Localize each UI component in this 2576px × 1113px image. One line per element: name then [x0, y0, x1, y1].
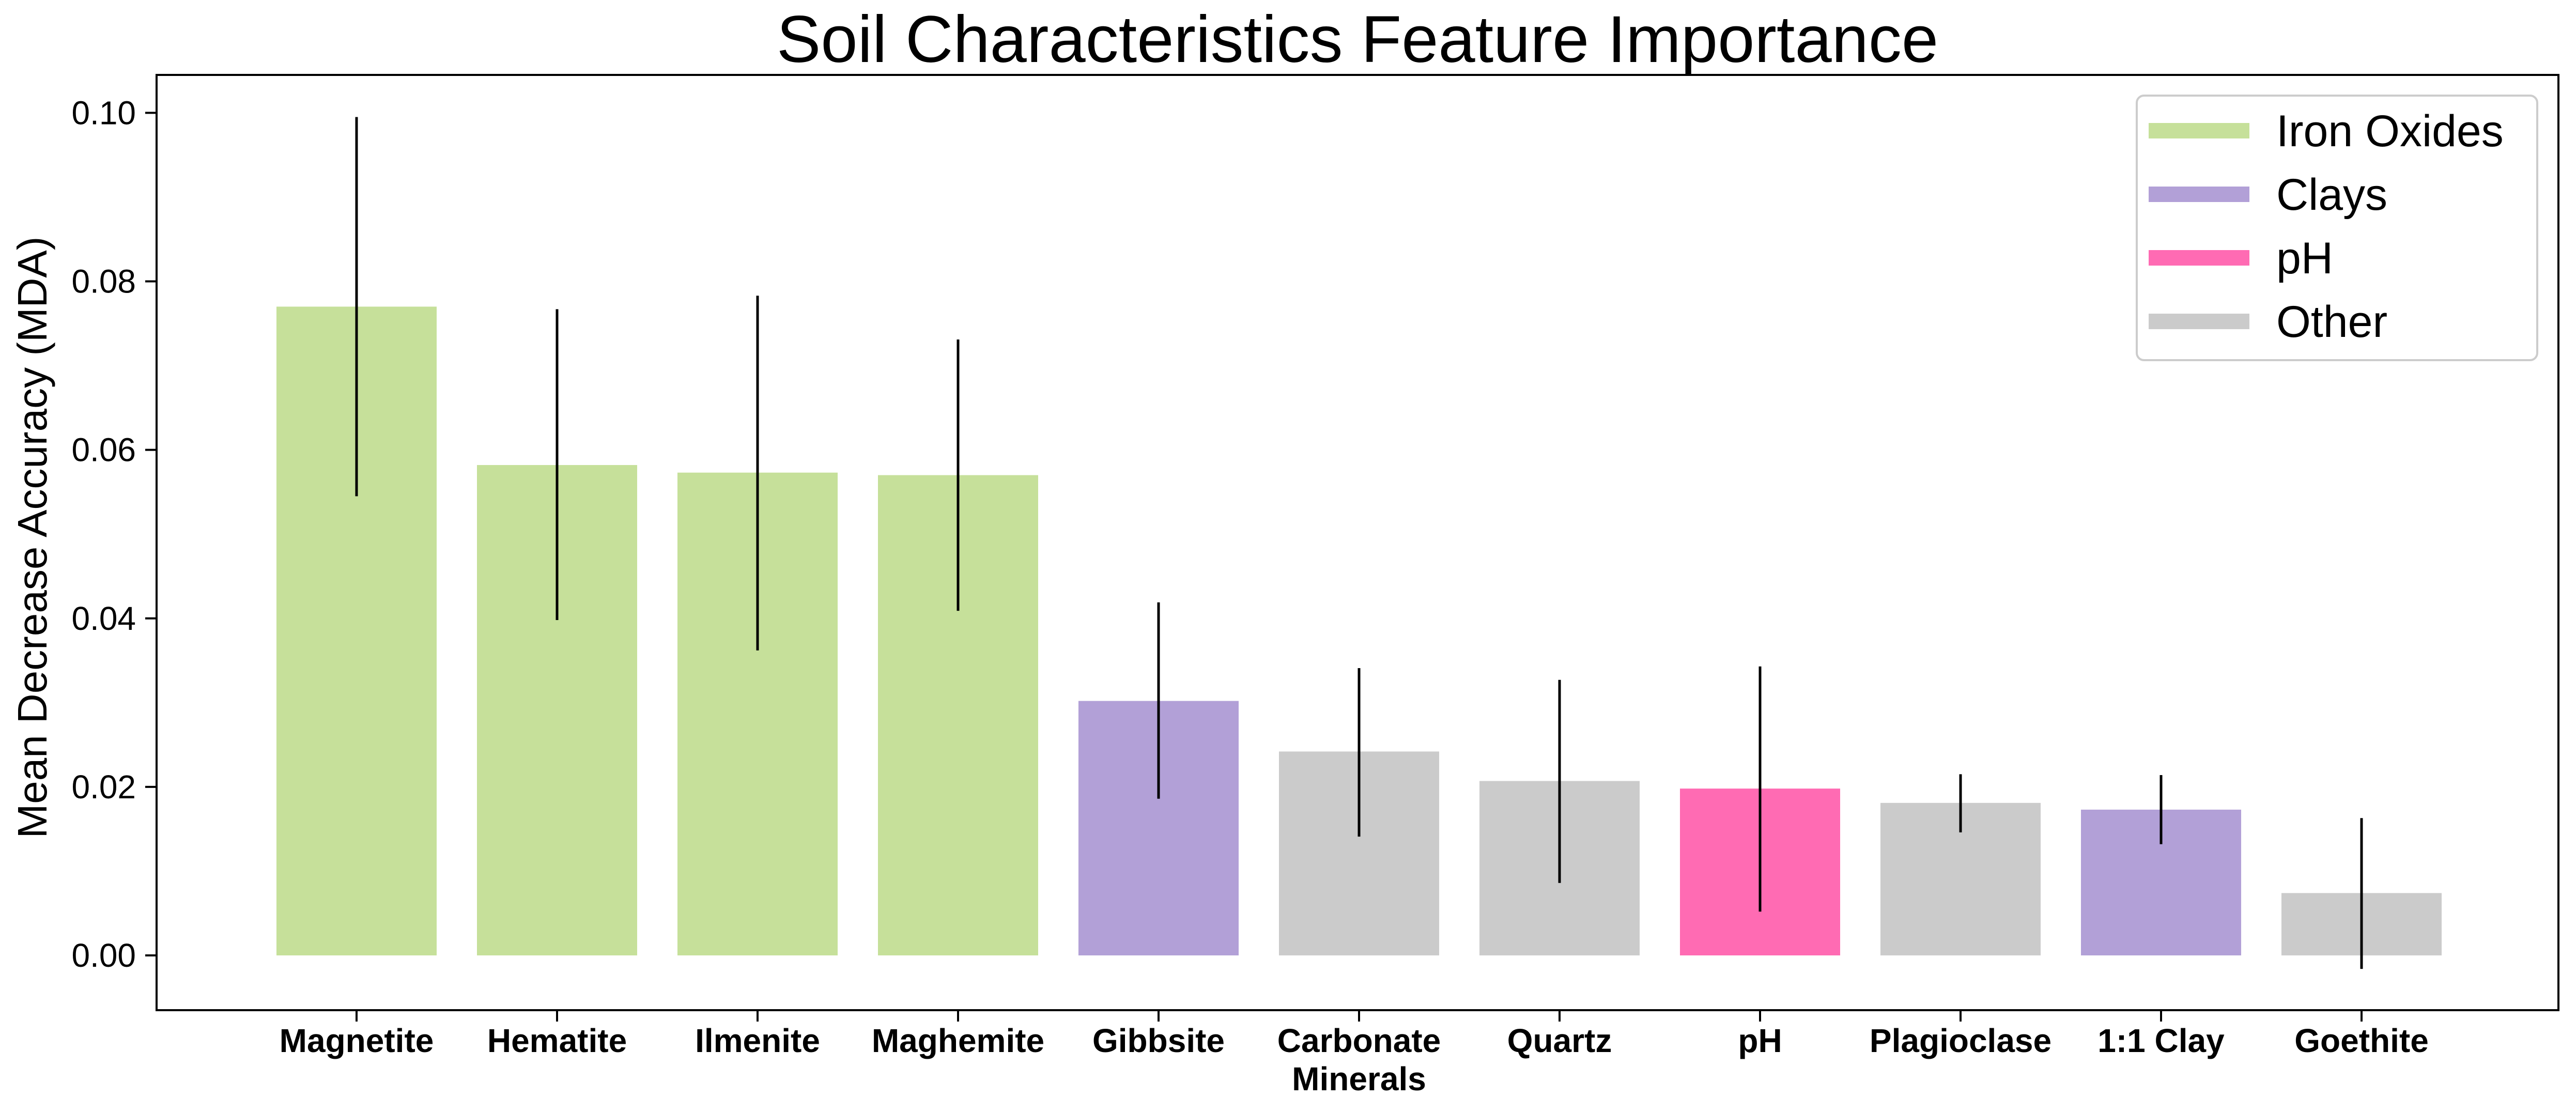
- legend-item-ph: pH: [2149, 234, 2333, 283]
- legend-item-clays: Clays: [2149, 170, 2387, 220]
- x-ticks-layer: Magnetite Hematite Ilmenite Maghemite Gibbsi…: [280, 1010, 2429, 1097]
- x-tick-label: Ilmenite: [695, 1022, 820, 1059]
- error-bars-layer: [355, 117, 2363, 969]
- y-tick-label: 0.02: [71, 768, 136, 806]
- legend-swatch: [2149, 250, 2249, 266]
- chart-title: Soil Characteristics Feature Importance: [777, 3, 1938, 76]
- x-tick-label: 1:1 Clay: [2097, 1022, 2225, 1059]
- x-tick-label: Magnetite: [280, 1022, 434, 1059]
- legend-label: Clays: [2276, 170, 2387, 220]
- y-axis-label: Mean Decrease Accuracy (MDA): [9, 237, 55, 839]
- legend-item-other: Other: [2149, 297, 2387, 347]
- x-tick-label: Hematite: [487, 1022, 627, 1059]
- y-tick-label: 0.08: [71, 263, 136, 300]
- legend-item-iron-oxides: Iron Oxides: [2149, 106, 2504, 156]
- legend-label: pH: [2276, 234, 2333, 283]
- y-tick-label: 0.10: [71, 94, 136, 131]
- x-tick-label: Maghemite: [872, 1022, 1044, 1059]
- legend-box: [2136, 95, 2538, 361]
- legend: Iron Oxides Clays pH Other: [2136, 95, 2538, 361]
- legend-entries: Iron Oxides Clays pH Other: [2149, 106, 2504, 347]
- axes-frame: [156, 74, 2559, 1011]
- bars-layer: [276, 306, 2442, 956]
- x-tick-label: Carbonate: [1277, 1022, 1441, 1059]
- x-tick-label: Plagioclase: [1870, 1022, 2051, 1059]
- y-ticks-layer: 0.00 0.02 0.04 0.06 0.08 0.10: [71, 94, 157, 974]
- legend-swatch: [2149, 123, 2249, 138]
- y-tick-label: 0.00: [71, 937, 136, 974]
- legend-swatch: [2149, 187, 2249, 202]
- y-tick-label: 0.04: [71, 600, 136, 637]
- x-tick-label: pH: [1738, 1022, 1782, 1059]
- x-tick-label: Minerals: [1292, 1060, 1426, 1097]
- x-tick-label: Gibbsite: [1092, 1022, 1225, 1059]
- y-tick-label: 0.06: [71, 431, 136, 469]
- legend-swatch: [2149, 314, 2249, 329]
- legend-label: Other: [2276, 297, 2387, 347]
- x-tick-label: Quartz: [1507, 1022, 1612, 1059]
- legend-label: Iron Oxides: [2276, 106, 2504, 156]
- x-tick-label: Goethite: [2294, 1022, 2429, 1059]
